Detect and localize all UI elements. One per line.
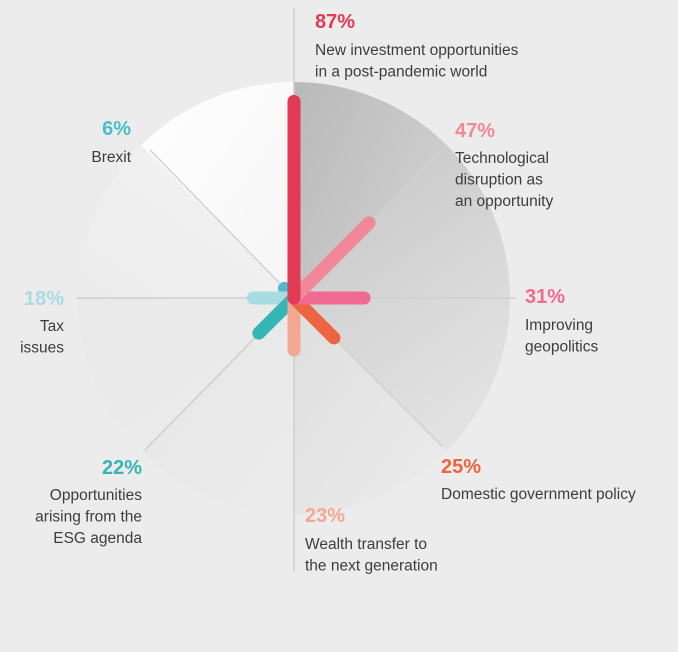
category-text: arising from the: [35, 509, 142, 526]
category-text: Tax: [40, 318, 64, 335]
category-text: issues: [20, 340, 64, 357]
category-label: 6% Brexit: [91, 118, 131, 166]
percent-label: 31%: [525, 286, 565, 308]
category-text: Domestic government policy: [441, 486, 636, 503]
category-text: an opportunity: [455, 193, 553, 210]
sector-wealth-transfer: [141, 298, 294, 514]
sector-domestic-policy: [294, 298, 447, 514]
sector-tax: [78, 145, 294, 298]
category-text: Brexit: [91, 149, 131, 166]
category-text: geopolitics: [525, 339, 598, 356]
percent-label: 18%: [24, 288, 64, 310]
sector-geopolitics: [294, 298, 510, 451]
category-label: 47% Technological disruption as an opportun…: [455, 120, 553, 210]
category-text: New investment opportunities: [315, 42, 519, 59]
category-text: Improving: [525, 317, 593, 334]
bar-technological: [287, 216, 376, 305]
category-label: 23% Wealth transfer to the next generation: [305, 505, 438, 575]
category-text: Opportunities: [50, 487, 142, 504]
percent-label: 47%: [455, 120, 495, 142]
category-text: in a post-pandemic world: [315, 64, 487, 81]
percent-label: 25%: [441, 456, 481, 478]
sector-technological: [294, 145, 510, 298]
sector-brexit: [141, 82, 294, 298]
sector-esg: [78, 298, 294, 451]
category-label: 22% Opportunities arising from the ESG agen…: [35, 457, 142, 547]
category-text: disruption as: [455, 172, 543, 189]
percent-label: 23%: [305, 505, 345, 527]
category-text: Technological: [455, 150, 549, 167]
sector-new-investment: [294, 82, 447, 298]
percent-label: 22%: [102, 457, 142, 479]
category-text: Wealth transfer to: [305, 536, 427, 553]
category-label: 87% New investment opportunities in a post…: [315, 11, 519, 81]
percent-label: 87%: [315, 11, 355, 33]
percent-label: 6%: [102, 118, 131, 140]
category-label: 25% Domestic government policy: [441, 456, 636, 503]
bar-domestic-policy: [287, 291, 341, 345]
category-text: the next generation: [305, 558, 438, 575]
grid-line: [149, 149, 295, 299]
category-label: 31% Improving geopolitics: [525, 286, 598, 356]
category-label: 18% Tax issues: [20, 288, 64, 357]
category-text: ESG agenda: [53, 530, 142, 547]
